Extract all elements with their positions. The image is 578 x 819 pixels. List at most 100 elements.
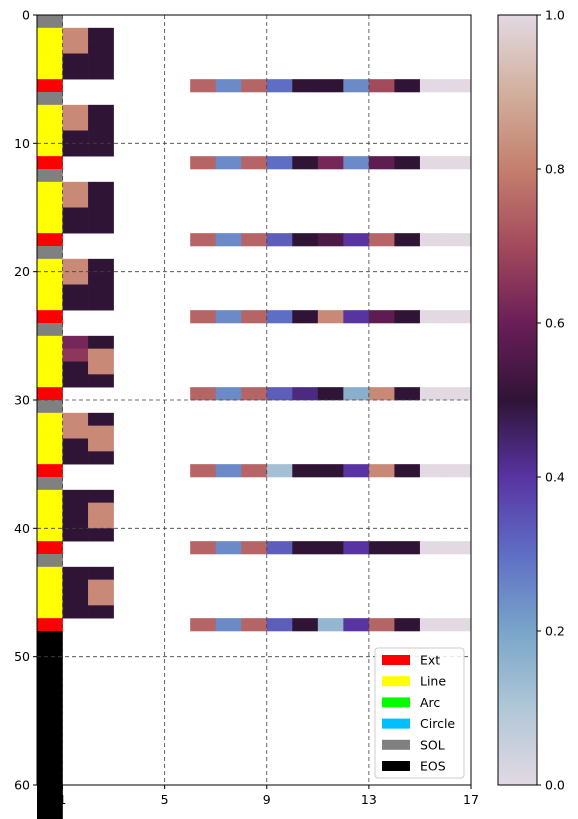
- param-cell: [419, 618, 446, 632]
- param-cell: [62, 335, 89, 349]
- command-cell: [37, 425, 63, 439]
- param-cell: [62, 181, 89, 195]
- param-cell: [88, 489, 114, 503]
- param-cell: [317, 233, 344, 247]
- plot-area: 1 5 9 13 17 0 10 20 30 40 50 60: [14, 8, 479, 819]
- x-tick-label: 9: [263, 792, 271, 807]
- param-cell: [445, 387, 472, 401]
- x-tick-label: 5: [161, 792, 169, 807]
- command-cell: [37, 785, 63, 799]
- command-cell: [37, 233, 63, 247]
- param-cell: [88, 220, 114, 234]
- colorbar-gradient: [497, 14, 538, 786]
- param-cell: [343, 233, 370, 247]
- param-cell: [88, 425, 114, 439]
- param-cell: [445, 464, 472, 478]
- param-cell: [292, 387, 319, 401]
- param-cell: [215, 541, 242, 555]
- param-cell: [62, 27, 89, 41]
- legend-swatch: [382, 655, 410, 665]
- command-cell: [37, 207, 63, 221]
- param-cell: [266, 464, 293, 478]
- param-cell: [88, 66, 114, 80]
- command-cell: [37, 656, 63, 670]
- param-cell: [266, 618, 293, 632]
- param-cell: [62, 194, 89, 208]
- command-cell: [37, 515, 63, 529]
- param-cell: [215, 233, 242, 247]
- param-cell: [62, 566, 89, 580]
- param-cell: [62, 297, 89, 311]
- legend-label: EOS: [420, 759, 446, 774]
- param-cell: [88, 515, 114, 529]
- command-cell: [37, 194, 63, 208]
- command-cell: [37, 631, 63, 645]
- param-cell: [88, 579, 114, 593]
- command-cell: [37, 489, 63, 503]
- legend-swatch: [382, 697, 410, 708]
- legend-label: SOL: [420, 737, 445, 752]
- command-cell: [37, 579, 63, 593]
- param-cell: [88, 348, 114, 362]
- command-cell: [37, 181, 63, 195]
- param-cell: [241, 387, 268, 401]
- param-cell: [292, 310, 319, 324]
- legend-swatch: [382, 739, 410, 750]
- command-cell: [37, 759, 63, 773]
- legend-label: Circle: [420, 716, 455, 731]
- command-cell: [37, 566, 63, 580]
- y-axis-ticks: 0 10 20 30 40 50 60: [14, 8, 37, 793]
- param-cell: [62, 579, 89, 593]
- param-cell: [62, 40, 89, 54]
- param-cell: [368, 618, 395, 632]
- param-cell: [368, 79, 395, 93]
- command-cell: [37, 284, 63, 298]
- param-cell: [368, 541, 395, 555]
- param-cell: [62, 117, 89, 131]
- command-cell: [37, 27, 63, 41]
- param-cell: [292, 156, 319, 170]
- command-cell: [37, 797, 63, 811]
- param-cell: [62, 605, 89, 619]
- command-cell: [37, 477, 63, 491]
- colorbar-tick-label: 0.4: [545, 470, 565, 485]
- param-cell: [88, 143, 114, 157]
- command-cell: [37, 156, 63, 170]
- param-cell: [88, 130, 114, 144]
- command-cell: [37, 104, 63, 118]
- heatmap-cells: [37, 15, 472, 819]
- command-cell: [37, 258, 63, 272]
- colorbar: 0.0 0.2 0.4 0.6 0.8 1.0: [497, 8, 565, 793]
- param-cell: [62, 258, 89, 272]
- y-tick-label: 0: [22, 8, 30, 23]
- param-cell: [88, 104, 114, 118]
- command-cell: [37, 335, 63, 349]
- param-cell: [292, 79, 319, 93]
- param-cell: [241, 79, 268, 93]
- param-cell: [394, 79, 421, 93]
- param-cell: [190, 464, 217, 478]
- command-cell: [37, 130, 63, 144]
- param-cell: [292, 541, 319, 555]
- param-cell: [394, 156, 421, 170]
- param-cell: [190, 387, 217, 401]
- colorbar-tick-label: 0.6: [545, 316, 565, 331]
- command-cell: [37, 53, 63, 67]
- colorbar-tick-label: 1.0: [545, 8, 565, 23]
- command-cell: [37, 79, 63, 93]
- param-cell: [88, 271, 114, 285]
- legend-swatch: [382, 761, 410, 771]
- colorbar-tick-label: 0.2: [545, 624, 565, 639]
- param-cell: [368, 310, 395, 324]
- param-cell: [62, 515, 89, 529]
- legend-label: Ext: [420, 653, 440, 668]
- command-cell: [37, 464, 63, 478]
- command-cell: [37, 810, 63, 819]
- param-cell: [343, 387, 370, 401]
- legend: Ext Line Arc Circle SOL EOS: [374, 647, 465, 779]
- command-cell: [37, 220, 63, 234]
- legend-swatch: [382, 676, 410, 687]
- param-cell: [241, 618, 268, 632]
- param-cell: [88, 117, 114, 131]
- param-cell: [62, 143, 89, 157]
